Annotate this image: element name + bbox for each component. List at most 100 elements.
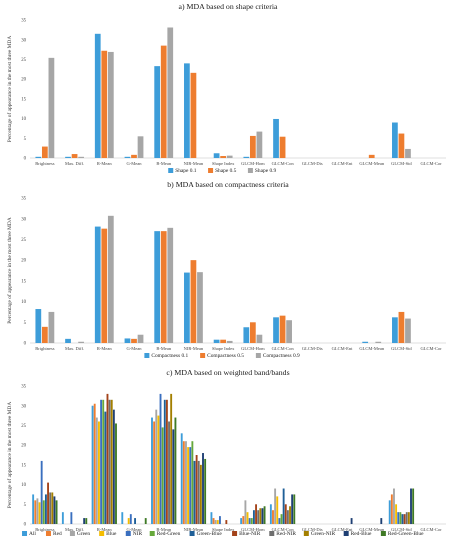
y-tick-label: 25 (21, 238, 26, 243)
legend-swatch (45, 531, 51, 536)
bar (129, 514, 132, 524)
bar (252, 510, 255, 524)
bar (405, 148, 411, 158)
bar (199, 464, 202, 524)
bar (70, 512, 73, 524)
bar (219, 516, 221, 524)
x-tick-label: GLCM-Con (272, 161, 295, 166)
bar (375, 341, 382, 343)
x-tick-label: R-Mean (97, 346, 112, 351)
bar (159, 393, 162, 524)
bar (395, 504, 398, 524)
bar (195, 455, 198, 524)
bar (284, 504, 287, 524)
bar (154, 231, 161, 343)
chart-title: a) MDA based on shape criteria (179, 2, 278, 11)
bar (185, 441, 187, 524)
y-tick-label: 30 (21, 217, 26, 222)
bar (291, 494, 294, 524)
bar (214, 520, 217, 524)
bar (174, 417, 177, 524)
bar (42, 500, 45, 524)
x-tick-label: Max. Diff. (65, 527, 84, 532)
bar (121, 512, 124, 524)
bar (197, 460, 200, 524)
bar (94, 226, 101, 343)
x-tick-label: GLCM-Std (391, 161, 412, 166)
bar (137, 136, 144, 158)
bar (380, 518, 383, 524)
bar (293, 494, 296, 524)
legend-swatch (380, 531, 386, 536)
y-tick-label: 20 (21, 444, 26, 449)
bar (273, 118, 279, 158)
legend-swatch (343, 531, 349, 536)
y-tick-label: 10 (21, 300, 26, 305)
bar (35, 156, 42, 158)
y-tick-label: 5 (24, 321, 27, 326)
bar (243, 327, 250, 343)
bar (44, 494, 47, 524)
bar (36, 498, 39, 524)
legend-label: Red (53, 531, 62, 537)
y-tick-label: 25 (21, 424, 26, 429)
bar (184, 272, 190, 343)
bar (53, 496, 56, 524)
y-tick-label: 15 (21, 279, 26, 284)
bar (153, 421, 156, 524)
bar (202, 453, 204, 524)
bar (115, 423, 117, 524)
bar (98, 421, 100, 524)
x-tick-label: GLCM-Dis (302, 527, 323, 532)
bar (167, 27, 174, 159)
bar (161, 427, 164, 524)
legend-swatch (208, 168, 214, 173)
bar (107, 51, 114, 158)
legend-swatch (189, 531, 195, 536)
x-tick-label: NIR-Mean (184, 161, 204, 166)
bar (41, 326, 48, 343)
bar (272, 510, 274, 524)
bar (32, 494, 35, 524)
x-tick-label: B-Mean (156, 346, 171, 351)
x-tick-label: GLCM-Con (272, 527, 295, 532)
legend-swatch (200, 353, 206, 358)
bar (193, 460, 196, 524)
x-tick-label: NIR-Mean (184, 346, 204, 351)
bar (226, 155, 233, 158)
bar (255, 504, 257, 524)
x-tick-label: R-Mean (97, 161, 112, 166)
bar (397, 512, 400, 524)
bar (250, 518, 253, 524)
bar (160, 231, 167, 343)
bar (61, 512, 64, 524)
bar (112, 409, 115, 524)
bar (182, 441, 185, 524)
legend-swatch (269, 531, 275, 536)
y-tick-label: 15 (21, 97, 26, 102)
bar (91, 405, 94, 524)
bar (78, 156, 84, 158)
x-tick-label: GLCM-Std (391, 346, 412, 351)
bar (48, 311, 55, 343)
y-tick-label: 15 (21, 463, 26, 468)
bar (168, 421, 170, 524)
bar (155, 409, 158, 524)
bar (368, 154, 375, 158)
x-tick-label: GLCM-Ent (332, 346, 353, 351)
bar (101, 50, 108, 158)
y-tick-label: 0 (24, 157, 27, 162)
bar (167, 227, 174, 343)
bar (392, 317, 398, 343)
bar (190, 72, 197, 158)
x-tick-label: Shape Index (212, 346, 235, 351)
bar (392, 122, 398, 158)
x-tick-label: Brightness (35, 527, 54, 532)
bar (197, 272, 203, 343)
bar (124, 338, 131, 343)
bar (259, 508, 262, 524)
bar (405, 318, 411, 343)
bar (144, 518, 147, 524)
bar (398, 133, 405, 158)
